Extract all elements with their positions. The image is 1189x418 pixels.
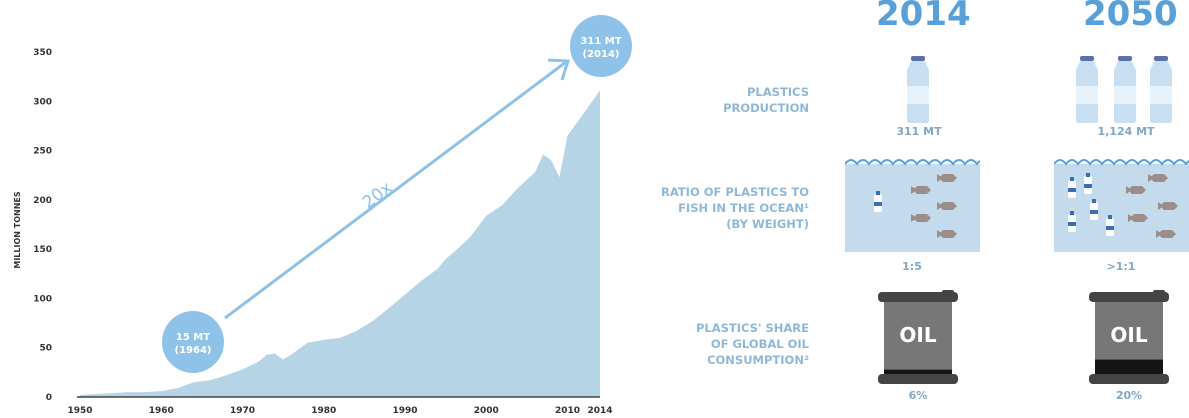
svg-text:(2014): (2014) [583, 49, 620, 60]
ocean-panel-2050 [1054, 159, 1189, 252]
plastic-bottle-icons [1068, 173, 1114, 236]
svg-text:311 MT: 311 MT [580, 36, 621, 47]
y-axis-ticks: 0 50 100 150 200 250 300 350 [33, 48, 52, 403]
x-tick-label: 2010 [555, 406, 580, 416]
year-2050: 2050 [1083, 0, 1178, 34]
x-tick-label: 2014 [587, 406, 612, 416]
oil-share-fill [1095, 359, 1163, 374]
bottle-icon [907, 56, 929, 123]
production-chart: MILLION TONNES 0 50 100 150 200 250 300 350 195… [13, 15, 632, 416]
bottle-icon [1150, 56, 1172, 123]
ocean-panel-2014 [845, 159, 980, 252]
y-tick-label: 50 [39, 344, 52, 354]
oil-barrel-2014: OIL [878, 290, 958, 384]
y-axis-label: MILLION TONNES [13, 191, 22, 269]
x-tick-label: 1960 [149, 406, 174, 416]
y-tick-label: 250 [33, 147, 52, 157]
year-2014: 2014 [876, 0, 971, 34]
x-tick-label: 1990 [392, 406, 417, 416]
plastic-bottle-icon [874, 191, 882, 212]
bottle-icon [1114, 56, 1136, 123]
x-tick-label: 1970 [230, 406, 255, 416]
oil-share-2014-value: 6% [908, 389, 928, 402]
row-label-production: PLASTICS PRODUCTION [723, 85, 809, 115]
y-tick-label: 300 [33, 97, 52, 107]
production-2014-value: 311 MT [896, 125, 942, 138]
ratio-2050-value: >1:1 [1106, 260, 1136, 273]
bottle-icon [1076, 56, 1098, 123]
row-label-oil-share: PLASTICS' SHARE OF GLOBAL OIL CONSUMPTION² [695, 321, 809, 367]
svg-text:(1964): (1964) [175, 345, 212, 356]
x-axis-ticks: 1950 1960 1970 1980 1990 2000 2010 2014 [67, 406, 612, 416]
y-tick-label: 100 [33, 294, 52, 304]
oil-share-2050-value: 20% [1115, 389, 1143, 402]
ratio-2014-value: 1:5 [902, 260, 922, 273]
x-tick-label: 1950 [67, 406, 92, 416]
bottle-icons-2050 [1076, 56, 1172, 123]
oil-share-fill [884, 369, 952, 374]
oil-label: OIL [899, 323, 936, 347]
fish-icons [1126, 174, 1178, 238]
y-tick-label: 150 [33, 245, 52, 255]
growth-label: 20x [359, 178, 396, 213]
production-area [80, 90, 600, 398]
growth-arrow [224, 58, 571, 320]
x-tick-label: 1980 [311, 406, 336, 416]
oil-label: OIL [1110, 323, 1147, 347]
oil-barrel-2050: OIL [1089, 290, 1169, 384]
svg-text:15 MT: 15 MT [176, 332, 210, 343]
row-label-ratio: RATIO OF PLASTICS TO FISH IN THE OCEAN¹ (B… [660, 185, 809, 231]
bottle-icons-2014 [907, 56, 929, 123]
annotation-bubble: 15 MT (1964) [162, 311, 224, 373]
y-tick-label: 350 [33, 48, 52, 58]
fish-icons [911, 174, 957, 238]
y-tick-label: 200 [33, 196, 52, 206]
x-tick-label: 2000 [474, 406, 499, 416]
y-tick-label: 0 [46, 393, 52, 403]
annotation-bubble: 311 MT (2014) [570, 15, 632, 77]
production-2050-value: 1,124 MT [1097, 125, 1155, 138]
